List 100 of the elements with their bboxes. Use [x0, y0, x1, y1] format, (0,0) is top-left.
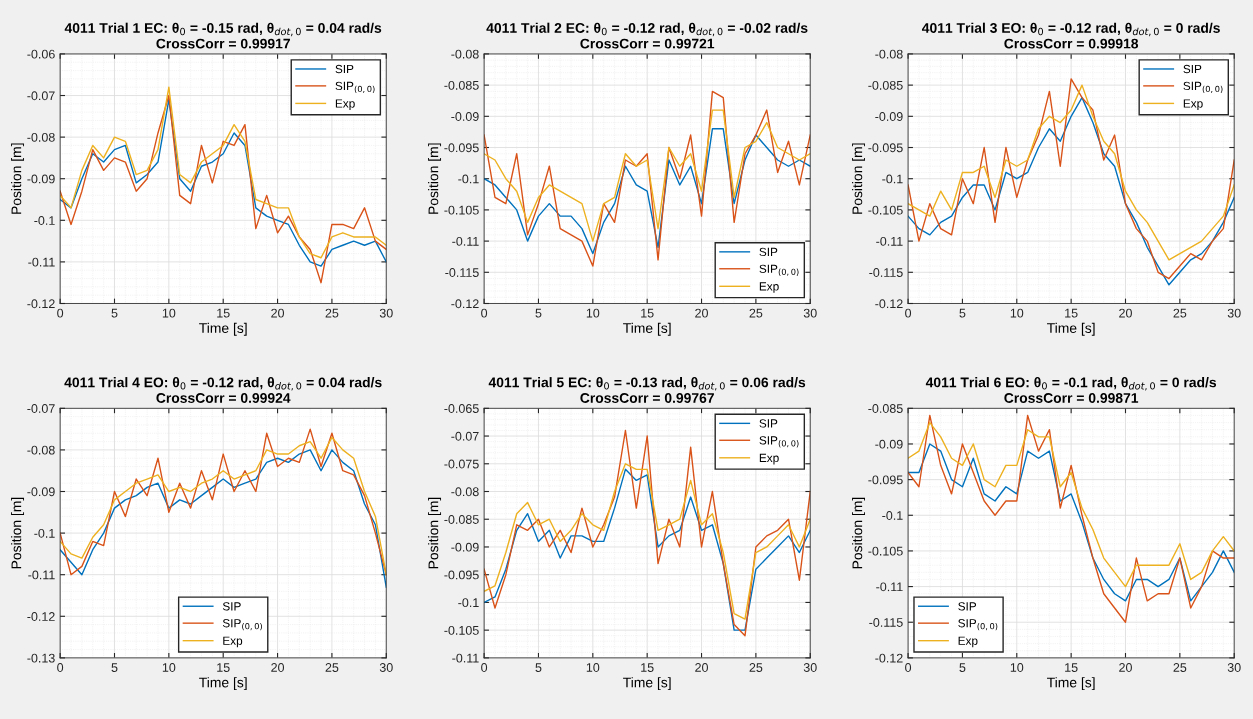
chart-subtitle: CrossCorr = 0.99918 [1004, 38, 1139, 49]
y-tick-label: -0.095 [444, 570, 479, 580]
x-tick-label: 5 [111, 663, 118, 672]
x-tick-label: 15 [1065, 308, 1078, 318]
y-tick-label: -0.09 [27, 487, 55, 497]
legend-label: Exp [759, 282, 779, 293]
y-axis-title: Position [m] [852, 497, 865, 569]
y-tick-label: -0.08 [875, 49, 903, 59]
y-axis-title: Position [m] [11, 497, 25, 569]
y-tick-label: -0.11 [876, 582, 903, 592]
y-tick-label: -0.09 [451, 112, 479, 121]
chart-subtitle: CrossCorr = 0.99767 [580, 393, 714, 403]
x-tick-label: 20 [695, 308, 708, 318]
y-tick-label: -0.07 [27, 91, 55, 101]
y-tick-label: -0.13 [27, 653, 55, 663]
chart-title: 4011 Trial 2 EC: θ$_{0}$ = -0.12 rad, θ$_{dot,0}$ = -0.02 rad/s [486, 22, 808, 37]
x-tick-label: 0 [905, 663, 912, 672]
y-tick-label: -0.11 [452, 236, 479, 246]
y-tick-label: -0.075 [444, 459, 479, 469]
legend-label: SIP$_{(0,0)}$ [1183, 81, 1223, 94]
x-tick-label: 25 [325, 663, 339, 672]
legend-label: Exp [335, 99, 355, 110]
x-tick-label: 30 [379, 663, 393, 672]
y-tick-label: -0.105 [868, 546, 903, 556]
legend-label: SIP$_{(0,0)}$ [958, 619, 998, 631]
y-tick-label: -0.12 [875, 653, 903, 663]
y-tick-label: -0.07 [27, 404, 55, 413]
chart-subtitle: CrossCorr = 0.99871 [1004, 393, 1139, 403]
x-tick-label: 15 [641, 308, 654, 318]
x-tick-label: 20 [695, 663, 708, 672]
line-series [908, 443, 1235, 602]
line-series [484, 429, 811, 637]
x-tick-label: 25 [749, 308, 763, 318]
y-tick-label: -0.1 [34, 216, 55, 225]
x-tick-label: 10 [1010, 308, 1024, 318]
y-tick-label: -0.095 [868, 143, 903, 153]
y-tick-label: -0.1 [34, 528, 55, 538]
x-tick-label: 0 [481, 663, 488, 672]
legend-label: SIP$_{(0,0)}$ [335, 81, 375, 94]
line-series [484, 128, 811, 255]
y-tick-label: -0.1 [458, 174, 479, 184]
y-tick-label: -0.12 [27, 612, 55, 621]
x-tick-label: 30 [803, 663, 817, 672]
x-tick-label: 20 [1119, 308, 1132, 318]
x-tick-label: 15 [217, 663, 230, 672]
x-tick-label: 30 [379, 308, 393, 318]
x-tick-label: 5 [959, 663, 966, 672]
legend-label: Exp [1183, 99, 1203, 110]
y-tick-label: -0.115 [445, 268, 479, 277]
chart-subtitle: CrossCorr = 0.99721 [580, 38, 715, 49]
legend-label: SIP [222, 602, 241, 611]
x-tick-label: 20 [1119, 663, 1132, 672]
chart-title: 4011 Trial 1 EC: θ$_{0}$ = -0.15 rad, θ$_{dot,0}$ = 0.04 rad/s [64, 22, 382, 37]
y-tick-label: -0.11 [876, 236, 903, 246]
x-tick-label: 5 [111, 308, 118, 318]
chart-title: 4011 Trial 5 EC: θ$_{0}$ = -0.13 rad, θ$_{dot,0}$ = 0.06 rad/s [488, 377, 806, 391]
x-tick-label: 10 [586, 663, 600, 672]
x-axis-title: Time [s] [199, 677, 247, 691]
y-tick-label: -0.085 [868, 80, 903, 90]
y-tick-label: -0.085 [868, 404, 903, 413]
x-tick-label: 5 [959, 308, 966, 318]
legend-label: SIP$_{(0,0)}$ [222, 619, 262, 631]
x-tick-label: 25 [1173, 308, 1187, 318]
y-tick-label: -0.08 [27, 445, 55, 455]
x-axis-title: Time [s] [1047, 322, 1095, 336]
x-tick-label: 20 [271, 663, 285, 672]
y-tick-label: -0.095 [868, 475, 903, 485]
legend-label: Exp [958, 636, 978, 648]
legend-label: SIP [958, 602, 977, 611]
line-series [484, 109, 811, 242]
y-tick-label: -0.11 [28, 257, 55, 267]
y-tick-label: -0.12 [451, 299, 479, 309]
legend-label: SIP [1183, 64, 1202, 74]
y-axis-title: Position [m] [428, 143, 442, 214]
y-tick-label: -0.105 [868, 205, 903, 215]
y-tick-label: -0.105 [444, 205, 479, 215]
x-tick-label: 10 [1010, 663, 1024, 672]
legend-label: SIP$_{(0,0)}$ [759, 436, 799, 448]
y-tick-label: -0.09 [451, 542, 479, 552]
y-tick-label: -0.085 [444, 80, 479, 90]
x-tick-label: 10 [586, 308, 600, 318]
x-tick-label: 30 [803, 308, 817, 318]
y-tick-label: -0.12 [875, 299, 903, 309]
y-tick-label: -0.09 [27, 174, 55, 184]
y-axis-title: Position [m] [852, 143, 865, 214]
y-tick-label: -0.07 [451, 431, 479, 441]
y-tick-label: -0.1 [458, 598, 479, 608]
legend-label: Exp [223, 636, 243, 648]
y-tick-label: -0.1 [882, 174, 903, 184]
x-tick-label: 5 [535, 308, 542, 318]
chart-subtitle: CrossCorr = 0.99924 [156, 393, 291, 403]
y-tick-label: -0.09 [875, 112, 903, 121]
x-tick-label: 30 [1227, 663, 1241, 672]
y-tick-label: -0.08 [451, 49, 479, 59]
y-tick-label: -0.11 [28, 570, 55, 580]
x-tick-label: 0 [57, 663, 64, 672]
legend-label: SIP$_{(0,0)}$ [759, 264, 799, 276]
y-tick-label: -0.085 [444, 515, 479, 524]
y-axis-title: Position [m] [11, 143, 25, 214]
x-axis-title: Time [s] [1047, 677, 1095, 691]
